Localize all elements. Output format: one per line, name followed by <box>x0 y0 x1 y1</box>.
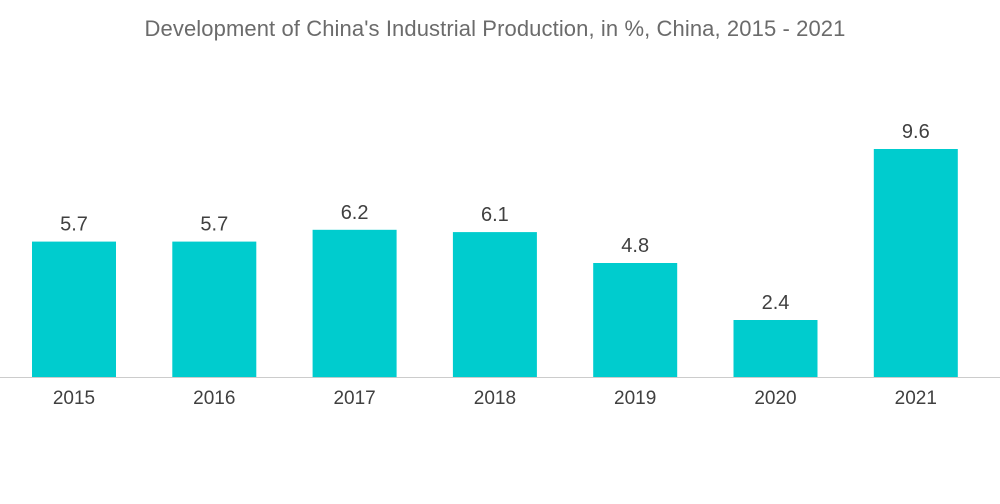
bars-group <box>32 149 958 378</box>
x-tick-label-2020: 2020 <box>754 388 796 409</box>
x-tick-labels-group: 2015 2016 2017 2018 2019 2020 2021 <box>53 388 937 409</box>
value-label-2021: 9.6 <box>902 121 930 143</box>
value-label-2019: 4.8 <box>621 235 649 257</box>
value-label-2017: 6.2 <box>341 202 369 224</box>
chart-title: Development of China's Industrial Produc… <box>144 16 846 41</box>
x-tick-label-2019: 2019 <box>614 388 656 409</box>
value-label-2018: 6.1 <box>481 204 509 226</box>
value-label-2015: 5.7 <box>60 214 88 236</box>
value-labels-group: 5.7 5.7 6.2 6.1 4.8 2.4 9.6 <box>60 121 930 314</box>
value-label-2016: 5.7 <box>200 214 228 236</box>
x-tick-label-2018: 2018 <box>474 388 516 409</box>
bar-2020 <box>733 320 818 377</box>
bar-2017 <box>312 229 397 378</box>
x-tick-label-2017: 2017 <box>333 388 375 409</box>
x-tick-label-2016: 2016 <box>193 388 235 409</box>
bar-2018 <box>452 232 537 377</box>
x-tick-label-2015: 2015 <box>53 388 95 409</box>
bar-2016 <box>172 241 257 377</box>
bar-2021 <box>873 149 958 377</box>
bar-2019 <box>593 263 678 377</box>
x-tick-label-2021: 2021 <box>895 388 937 409</box>
bar-2015 <box>32 241 116 377</box>
value-label-2020: 2.4 <box>762 292 790 314</box>
